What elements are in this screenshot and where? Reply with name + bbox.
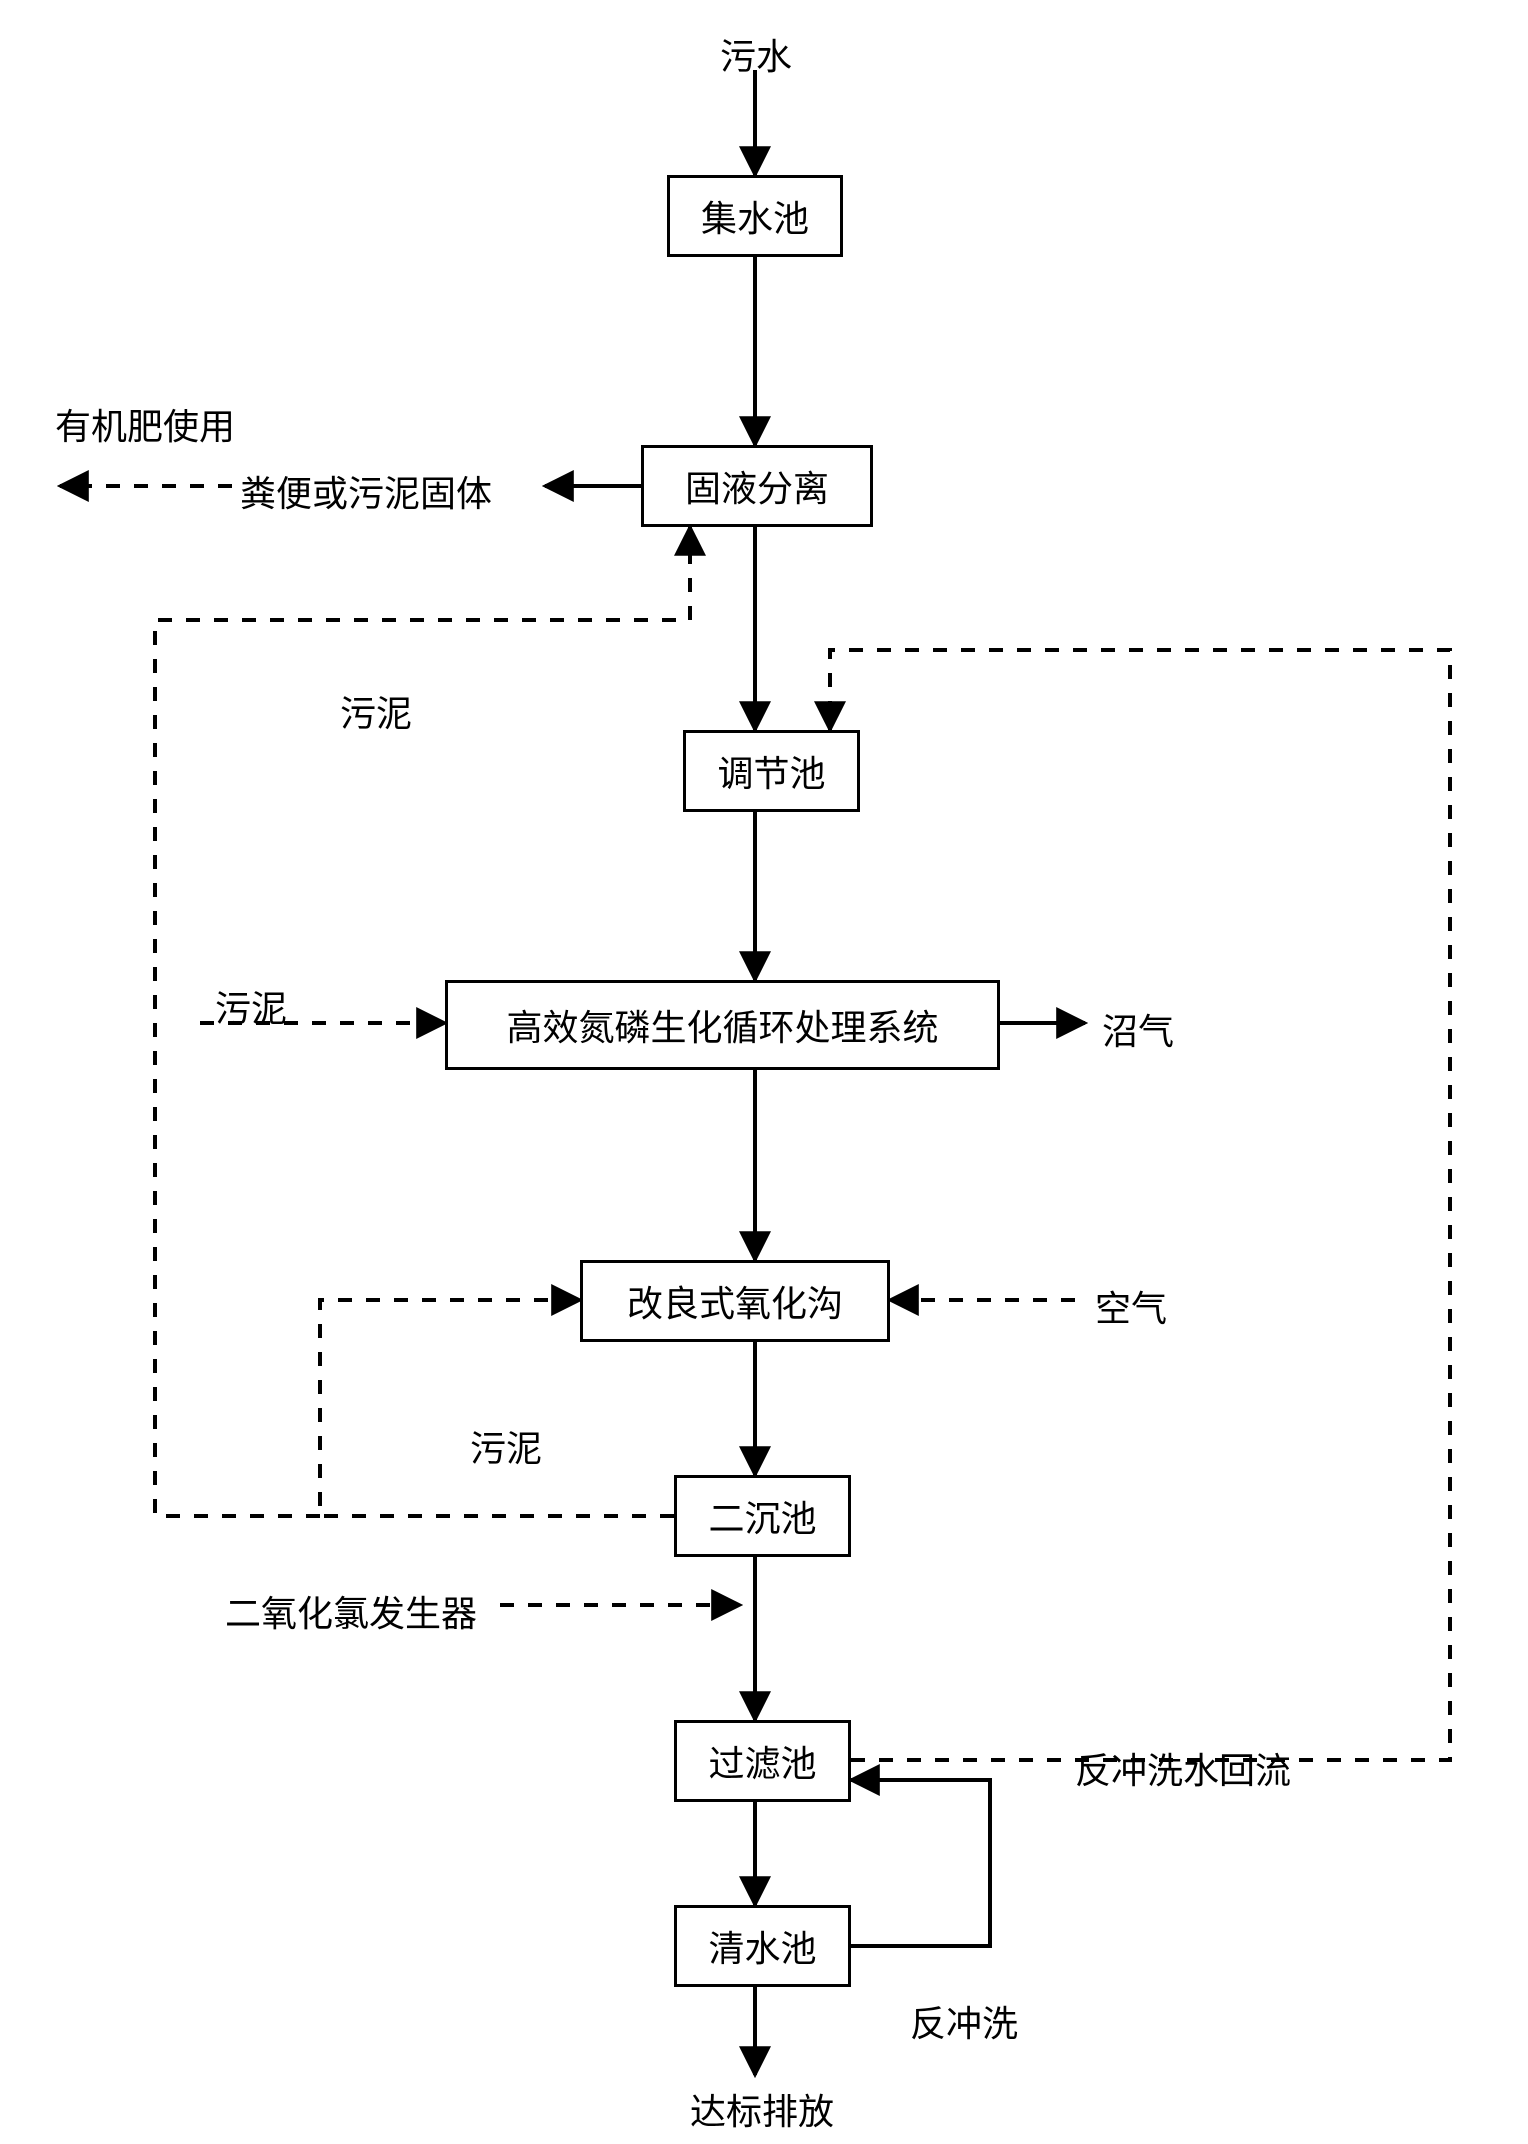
label-text: 二氧化氯发生器	[225, 1594, 477, 1634]
label-text: 污水	[720, 37, 792, 77]
node-collect: 集水池	[667, 175, 843, 257]
node-label: 固液分离	[685, 460, 829, 512]
edge-e_filter_backwash_ret	[830, 650, 1450, 1760]
label-text: 反冲洗	[910, 2004, 1018, 2044]
label-fertilizer: 有机肥使用	[55, 398, 235, 450]
label-text: 有机肥使用	[55, 407, 235, 447]
label-text: 污泥	[340, 694, 412, 734]
node-label: 调节池	[717, 745, 825, 797]
label-discharge: 达标排放	[690, 2083, 834, 2135]
node-biochem: 高效氮磷生化循环处理系统	[445, 980, 1000, 1070]
label-text: 空气	[1095, 1289, 1167, 1329]
node-label: 清水池	[708, 1920, 816, 1972]
node-label: 改良式氧化沟	[627, 1275, 843, 1327]
label-biogas: 沼气	[1102, 1003, 1174, 1055]
node-separate: 固液分离	[641, 445, 873, 527]
node-label: 集水池	[701, 190, 809, 242]
node-label: 过滤池	[708, 1735, 816, 1787]
label-sludge1: 污泥	[340, 685, 412, 737]
label-text: 达标排放	[690, 2092, 834, 2132]
label-backwash: 反冲洗	[910, 1995, 1018, 2047]
label-air: 空气	[1095, 1280, 1167, 1332]
node-label: 二沉池	[708, 1490, 816, 1542]
flowchart-canvas: 集水池固液分离调节池高效氮磷生化循环处理系统改良式氧化沟二沉池过滤池清水池 污水粪…	[0, 0, 1528, 2144]
label-manure: 粪便或污泥固体	[240, 465, 492, 517]
label-clo2: 二氧化氯发生器	[225, 1585, 477, 1637]
label-text: 污泥	[470, 1429, 542, 1469]
label-text: 污泥	[215, 989, 287, 1029]
label-text: 沼气	[1102, 1012, 1174, 1052]
label-sludge3: 污泥	[470, 1420, 542, 1472]
node-filter: 过滤池	[674, 1720, 851, 1802]
label-text: 反冲洗水回流	[1075, 1751, 1291, 1791]
label-backwash_ret: 反冲洗水回流	[1075, 1742, 1291, 1794]
edge-e_clear_backwash_filter	[851, 1780, 990, 1946]
node-clear: 清水池	[674, 1905, 851, 1987]
node-sed: 二沉池	[674, 1475, 851, 1557]
node-ditch: 改良式氧化沟	[580, 1260, 890, 1342]
node-label: 高效氮磷生化循环处理系统	[506, 999, 938, 1051]
edges-layer	[0, 0, 1528, 2144]
label-wastewater: 污水	[720, 28, 792, 80]
label-sludge2: 污泥	[215, 980, 287, 1032]
label-text: 粪便或污泥固体	[240, 474, 492, 514]
node-adjust: 调节池	[683, 730, 860, 812]
